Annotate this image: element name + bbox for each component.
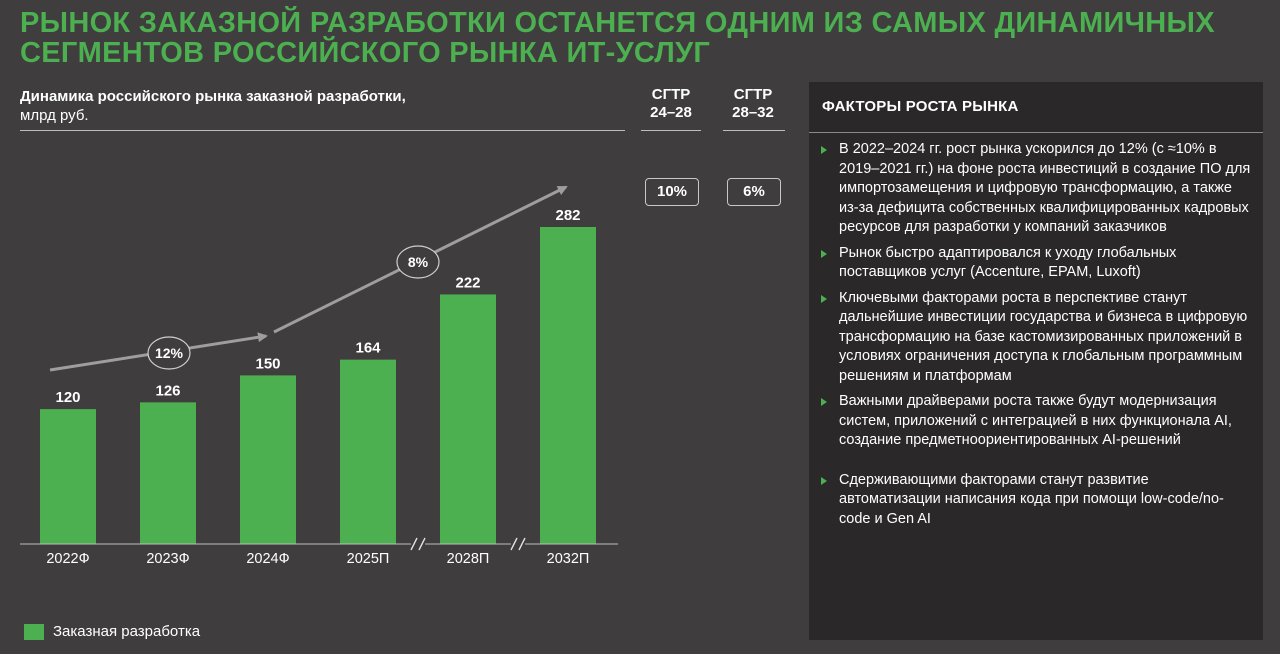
- factor-item: Важными драйверами роста также будут мод…: [821, 392, 1251, 451]
- growth-rate-bubble: 8%: [396, 245, 440, 279]
- chart-header-rule: [20, 130, 625, 131]
- cagr-value-28-32: 6%: [727, 178, 781, 206]
- chart-title: Динамика российского рынка заказной разр…: [20, 87, 406, 125]
- factor-text: Сдерживающими факторами станут развитие …: [839, 471, 1224, 527]
- bar-2032П: [540, 227, 596, 544]
- cagr-header-rule: [641, 130, 701, 131]
- growth-rate-label: 12%: [155, 345, 184, 361]
- factor-text: В 2022–2024 гг. рост рынка ускорился до …: [839, 141, 1251, 235]
- bullet-arrow-icon: [821, 476, 827, 485]
- x-tick-label: 2023Ф: [146, 551, 189, 567]
- x-tick-label: 2022Ф: [46, 551, 89, 567]
- factor-item: В 2022–2024 гг. рост рынка ускорился до …: [821, 140, 1251, 238]
- bar-value-label: 126: [155, 382, 180, 399]
- legend: Заказная разработка: [24, 623, 200, 640]
- bullet-arrow-icon: [821, 249, 827, 258]
- cagr-header-28-32: CГТР 28–32: [723, 86, 783, 122]
- bar-value-label: 164: [355, 340, 381, 357]
- cagr-value-24-28: 10%: [645, 178, 699, 206]
- chart-title-unit: млрд руб.: [20, 107, 89, 124]
- factors-list: В 2022–2024 гг. рост рынка ускорился до …: [821, 140, 1251, 535]
- factor-item: Рынок быстро адаптировался к уходу глоба…: [821, 244, 1251, 283]
- bar-value-label: 150: [255, 355, 280, 372]
- cagr-header-label: CГТР: [651, 86, 691, 103]
- cagr-header-label: CГТР: [733, 86, 773, 103]
- bar-2025П: [340, 359, 396, 544]
- factors-panel-title: ФАКТОРЫ РОСТА РЫНКА: [822, 98, 1019, 115]
- bullet-arrow-icon: [821, 146, 827, 154]
- factor-text: Ключевыми факторами роста в перспективе …: [839, 289, 1248, 384]
- cagr-header-period: 28–32: [732, 104, 774, 121]
- growth-rate-bubble: 12%: [147, 336, 191, 370]
- factors-panel: ФАКТОРЫ РОСТА РЫНКА В 2022–2024 гг. рост…: [809, 82, 1263, 640]
- axis-break-icon: [410, 536, 426, 552]
- legend-label: Заказная разработка: [53, 623, 201, 640]
- page-title: РЫНОК ЗАКАЗНОЙ РАЗРАБОТКИ ОСТАНЕТСЯ ОДНИ…: [20, 7, 1215, 69]
- factor-item: Сдерживающими факторами станут развитие …: [821, 471, 1251, 530]
- cagr-header-rule: [723, 130, 785, 131]
- growth-rate-label: 8%: [408, 254, 429, 270]
- bar-2024Ф: [240, 375, 296, 544]
- x-tick-label: 2032П: [547, 551, 590, 567]
- bar-2023Ф: [140, 402, 196, 544]
- bar-2028П: [440, 294, 496, 544]
- factor-item: Ключевыми факторами роста в перспективе …: [821, 289, 1251, 387]
- bar-chart: 120 2022Ф 126 2023Ф 150 2024Ф 164 2025П 222 2028П…: [20, 185, 618, 567]
- factors-panel-rule: [809, 132, 1263, 133]
- factor-text: Важными драйверами роста также будут мод…: [839, 393, 1232, 448]
- x-tick-label: 2028П: [447, 551, 490, 567]
- legend-swatch: [24, 623, 44, 640]
- x-tick-label: 2025П: [347, 551, 390, 567]
- x-tick-label: 2024Ф: [246, 551, 289, 567]
- bar-value-label: 222: [455, 274, 480, 291]
- cagr-header-period: 24–28: [650, 104, 692, 121]
- bar-value-label: 120: [55, 389, 80, 406]
- bar-value-label: 282: [555, 207, 580, 224]
- bullet-arrow-icon: [821, 398, 827, 406]
- factor-text: Рынок быстро адаптировался к уходу глоба…: [839, 244, 1177, 281]
- bar-2022Ф: [40, 409, 96, 544]
- chart-title-line1: Динамика российского рынка заказной разр…: [20, 88, 406, 105]
- cagr-header-24-28: CГТР 24–28: [641, 86, 701, 122]
- axis-break-icon: [510, 536, 526, 552]
- bullet-arrow-icon: [821, 294, 827, 303]
